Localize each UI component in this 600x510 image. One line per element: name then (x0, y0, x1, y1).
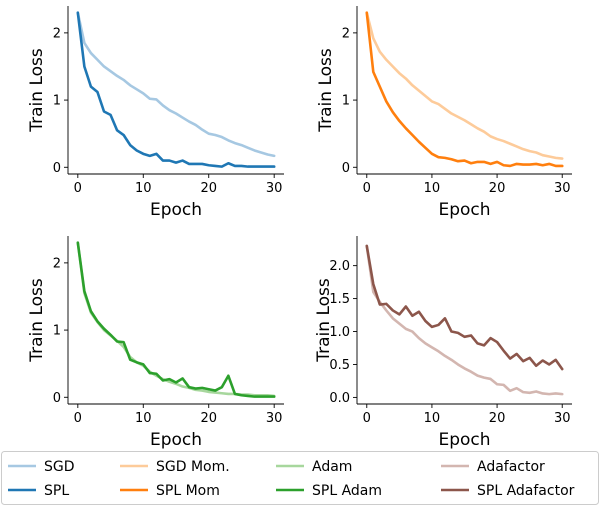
series-line-adafactor (365, 244, 564, 396)
legend-label: Adam (312, 459, 352, 475)
legend-item-spl-adafactor: SPL Adafactor (441, 483, 575, 499)
series-line-spl-mom (365, 11, 564, 168)
x-axis-label: Epoch (150, 430, 202, 450)
series-line-adam (76, 241, 276, 398)
legend: SGD SGD Mom. Adam Adafactor SPL SPL Mom SPL Ad… (1, 451, 599, 505)
y-tick-label: 1 (53, 94, 61, 109)
legend-item-adam: Adam (276, 459, 352, 475)
legend-label: Adafactor (477, 459, 545, 475)
y-tick-label: 2 (53, 256, 61, 271)
x-tick-label: 30 (554, 181, 571, 196)
y-tick-label: 0 (53, 391, 61, 406)
legend-item-spl-adam: SPL Adam (276, 483, 382, 499)
y-tick-label: 0.0 (329, 391, 350, 406)
legend-item-adafactor: Adafactor (441, 459, 545, 475)
x-tick-label: 10 (424, 181, 441, 196)
x-tick-label: 30 (266, 181, 283, 196)
series-line-spl-adam (76, 241, 276, 398)
y-tick-label: 2.0 (329, 259, 350, 274)
y-tick-label: 1 (342, 94, 350, 109)
series-line-sgd-mom (365, 11, 564, 160)
x-axis-label: Epoch (438, 430, 490, 450)
y-tick-label: 1.0 (329, 325, 350, 340)
y-axis-label: Train Loss (316, 48, 336, 133)
legend-item-spl-mom: SPL Mom (120, 483, 220, 499)
y-tick-label: 1.5 (329, 292, 350, 307)
y-axis-label: Train Loss (27, 278, 47, 363)
legend-label: SPL Mom (156, 483, 220, 499)
x-tick-label: 0 (74, 411, 82, 426)
legend-item-sgd: SGD (8, 459, 75, 475)
y-axis-label: Train Loss (314, 278, 334, 363)
x-tick-label: 10 (424, 411, 441, 426)
y-tick-label: 0.5 (329, 358, 350, 373)
chart-1: 0 10 20 30 0 1 2 Epoch Train Loss (27, 6, 284, 220)
legend-label: SGD (44, 459, 75, 475)
legend-label: SPL Adafactor (477, 483, 575, 499)
y-tick-label: 2 (342, 26, 350, 41)
x-tick-label: 10 (135, 181, 152, 196)
legend-label: SGD Mom. (156, 459, 230, 475)
x-tick-label: 20 (489, 181, 506, 196)
chart-4: 0 10 20 30 0.0 0.5 1.0 1.5 2.0 Epoch Train Loss (314, 236, 572, 450)
y-tick-label: 2 (53, 26, 61, 41)
x-tick-label: 30 (554, 411, 571, 426)
x-tick-label: 30 (266, 411, 283, 426)
y-tick-label: 0 (53, 161, 61, 176)
series-line-sgd (76, 11, 276, 158)
series-line-spl (76, 11, 276, 168)
x-tick-label: 0 (363, 181, 371, 196)
legend-label: SPL Adam (312, 483, 382, 499)
chart-3: 0 10 20 30 0 1 2 Epoch Train Loss (27, 236, 284, 450)
y-tick-label: 0 (342, 161, 350, 176)
x-tick-label: 10 (135, 411, 152, 426)
x-tick-label: 0 (74, 181, 82, 196)
y-tick-label: 1 (53, 324, 61, 339)
x-axis-label: Epoch (150, 200, 202, 220)
series-line-spl-adafactor (365, 244, 564, 371)
legend-item-sgd-mom: SGD Mom. (120, 459, 230, 475)
legend-label: SPL (44, 483, 69, 499)
x-tick-label: 20 (489, 411, 506, 426)
chart-2: 0 10 20 30 0 1 2 Epoch Train Loss (316, 6, 572, 220)
x-tick-label: 20 (200, 411, 217, 426)
y-axis-label: Train Loss (27, 48, 47, 133)
legend-item-spl: SPL (8, 483, 69, 499)
x-axis-label: Epoch (438, 200, 490, 220)
x-tick-label: 20 (200, 181, 217, 196)
x-tick-label: 0 (363, 411, 371, 426)
